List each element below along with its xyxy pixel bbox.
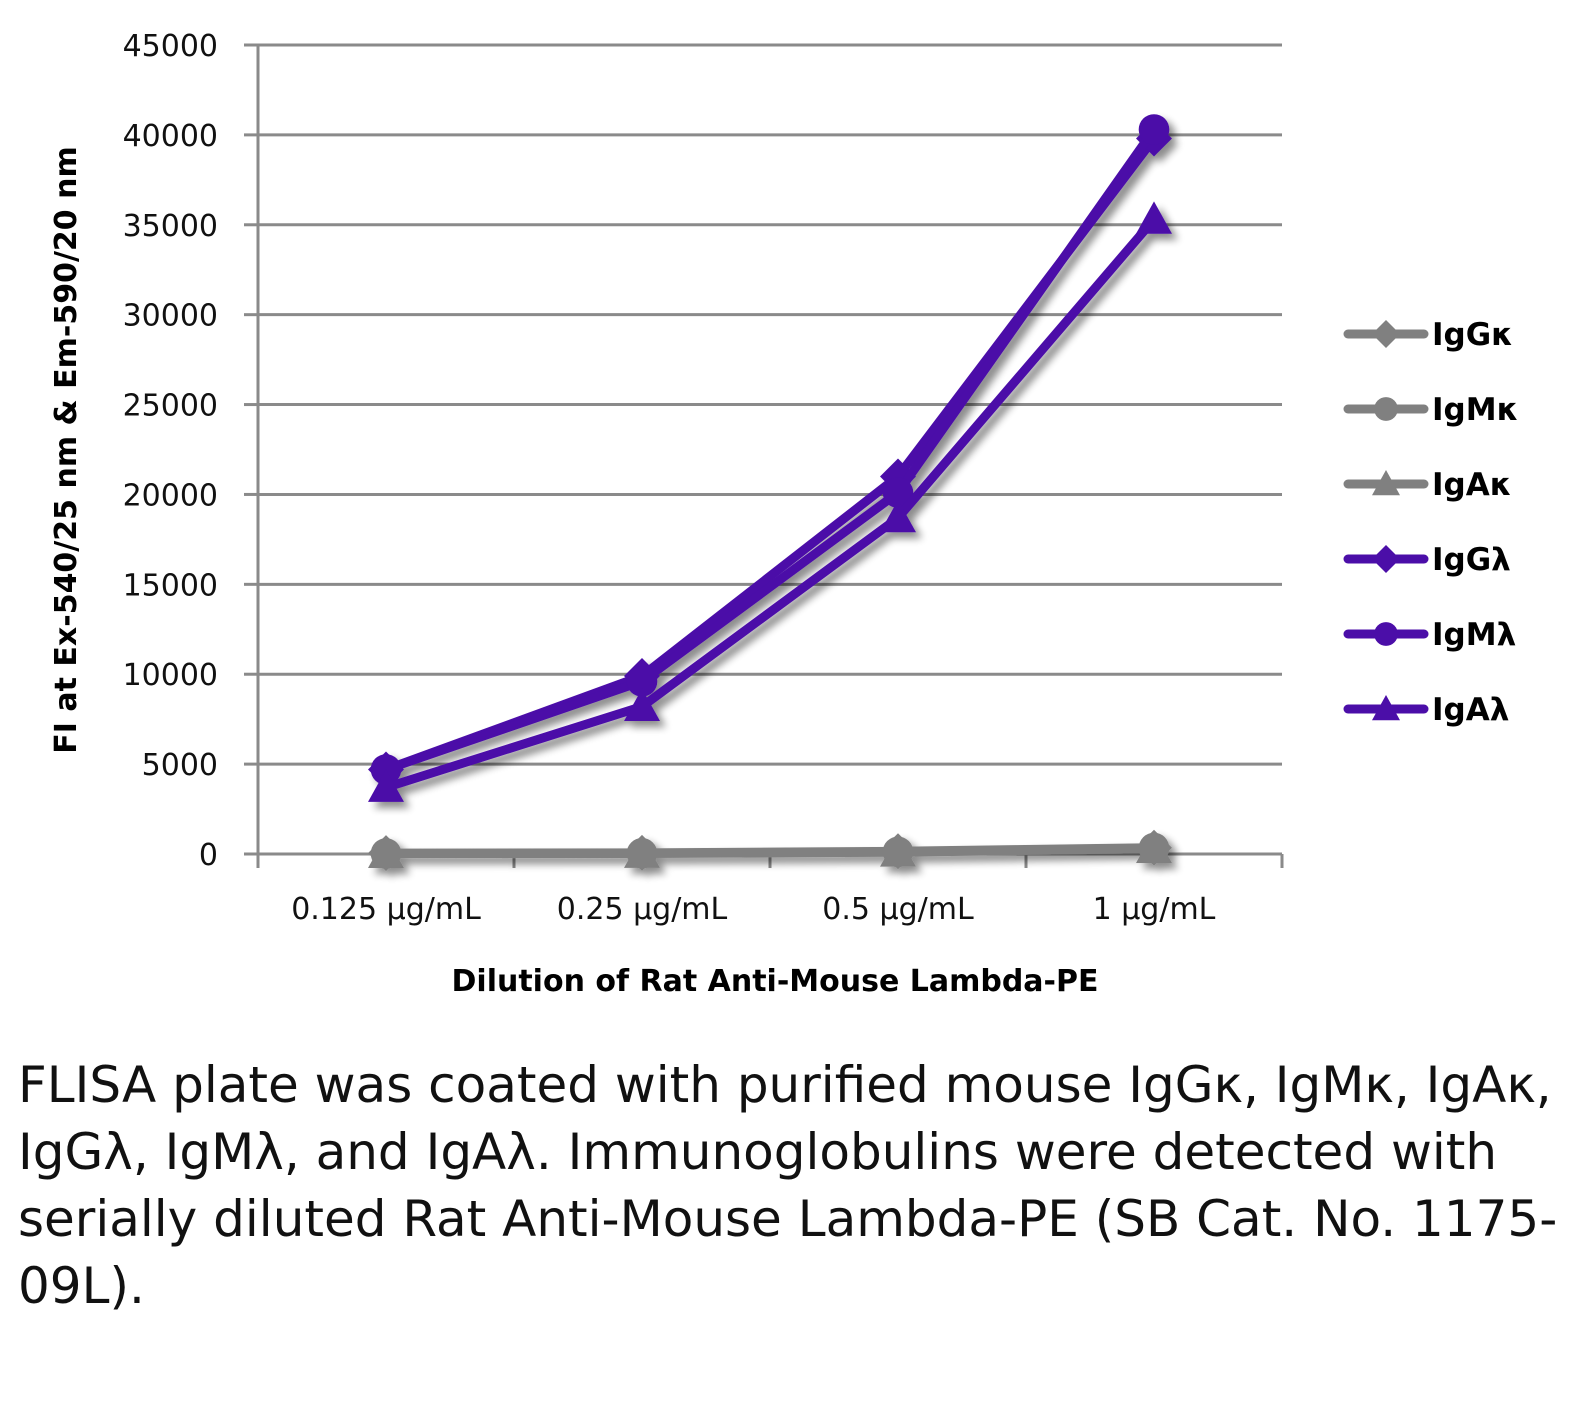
legend-label: IgMλ: [1432, 617, 1516, 653]
y-tick-label: 15000: [123, 568, 218, 603]
y-tick-label: 0: [199, 838, 218, 873]
data-point: [626, 666, 658, 697]
legend-marker: [1374, 397, 1398, 421]
y-tick-label: 35000: [123, 209, 218, 244]
data-point: [1136, 830, 1172, 864]
legend-item: IgMκ: [1343, 392, 1519, 428]
legend-label: IgGκ: [1432, 317, 1513, 353]
legend-label: IgAκ: [1432, 467, 1512, 503]
figure-caption: FLISA plate was coated with purified mou…: [18, 1056, 1558, 1315]
data-point: [1136, 201, 1172, 234]
x-tick-labels: 0.125 µg/mL 0.25 µg/mL 0.5 µg/mL 1 µg/mL: [291, 892, 1215, 927]
legend-label: IgMκ: [1432, 392, 1519, 428]
series-line: [381, 214, 1159, 792]
data-point: [624, 835, 660, 868]
series-line: [381, 844, 1159, 859]
y-tick-label: 40000: [123, 119, 218, 154]
gridlines: [258, 43, 1282, 766]
series-IgGλ: [368, 120, 1172, 788]
legend-label: IgGλ: [1432, 542, 1511, 578]
y-tick-labels: 0 5000 10000 15000 20000 25000 30000 35000 40000…: [123, 29, 218, 873]
series-line: [381, 124, 1159, 775]
legend-marker: [1372, 545, 1400, 573]
legend-label: IgAλ: [1432, 692, 1509, 728]
data-point: [1138, 114, 1170, 145]
y-tick-label: 5000: [142, 748, 218, 783]
series-IgMλ: [370, 114, 1170, 785]
data-point: [368, 769, 404, 802]
x-tick-label: 0.25 µg/mL: [557, 892, 728, 927]
legend-marker: [1372, 320, 1400, 348]
y-tick-label: 25000: [123, 389, 218, 424]
legend-item: IgGκ: [1343, 317, 1513, 353]
legend-item: IgAκ: [1343, 467, 1512, 503]
y-axis-title: FI at Ex-540/25 nm & Em-590/20 nm: [49, 146, 84, 753]
data-point: [368, 835, 404, 869]
line-chart: 0 5000 10000 15000 20000 25000 30000 35000 40000…: [49, 29, 1519, 999]
series-IgAκ: [368, 830, 1172, 869]
data-point: [624, 688, 660, 721]
legend-item: IgMλ: [1343, 617, 1516, 653]
y-tick-label: 45000: [123, 29, 218, 64]
y-tick-label: 20000: [123, 478, 218, 513]
series-IgAλ: [368, 201, 1172, 802]
x-axis-title: Dilution of Rat Anti-Mouse Lambda-PE: [452, 964, 1099, 999]
y-tick-label: 10000: [123, 658, 218, 693]
legend-marker: [1372, 470, 1400, 496]
legend-item: IgAλ: [1343, 692, 1509, 728]
x-tick-label: 0.125 µg/mL: [291, 892, 481, 927]
y-tick-label: 30000: [123, 299, 218, 334]
legend: IgGκ IgMκ IgAκ IgGλ IgMλ IgAλ: [1343, 317, 1519, 728]
plot-area: [368, 114, 1172, 872]
data-point: [880, 834, 916, 867]
x-tick-label: 0.5 µg/mL: [822, 892, 974, 927]
legend-item: IgGλ: [1343, 542, 1511, 578]
legend-marker: [1374, 622, 1398, 646]
data-point: [882, 477, 914, 508]
legend-marker: [1372, 695, 1400, 721]
x-tick-label: 1 µg/mL: [1093, 892, 1216, 927]
data-point: [880, 499, 916, 533]
